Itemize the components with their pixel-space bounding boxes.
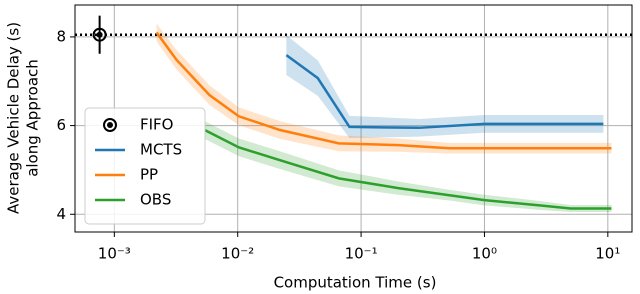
legend-label: FIFO bbox=[140, 116, 174, 134]
legend-marker bbox=[103, 118, 117, 132]
point bbox=[92, 27, 107, 42]
legend-label: PP bbox=[140, 166, 158, 184]
x-tick-label: 10⁻² bbox=[221, 245, 254, 263]
x-axis-label: Computation Time (s) bbox=[274, 274, 437, 292]
plot-frame bbox=[74, 4, 633, 233]
confidence-band bbox=[204, 121, 612, 213]
legend-label: MCTS bbox=[140, 141, 182, 159]
y-tick-label: 6 bbox=[56, 116, 66, 134]
x-tick-label: 10⁰ bbox=[472, 245, 497, 263]
legend-box bbox=[84, 107, 206, 225]
confidence-band bbox=[286, 35, 604, 139]
line bbox=[155, 31, 612, 150]
x-tick-label: 10⁻³ bbox=[98, 245, 131, 263]
legend-label: OBS bbox=[140, 191, 171, 209]
line bbox=[285, 54, 604, 130]
y-axis-label: Average Vehicle Delay (s) bbox=[5, 22, 23, 214]
x-tick-label: 10¹ bbox=[595, 245, 620, 263]
y-axis-label: along Approach bbox=[24, 59, 42, 177]
confidence-band bbox=[156, 23, 612, 154]
y-tick-label: 8 bbox=[56, 27, 66, 45]
point-core bbox=[96, 31, 103, 38]
line bbox=[204, 128, 612, 210]
x-tick-label: 10⁻¹ bbox=[345, 245, 378, 263]
legend-marker bbox=[107, 122, 113, 128]
y-tick-label: 4 bbox=[56, 205, 66, 223]
